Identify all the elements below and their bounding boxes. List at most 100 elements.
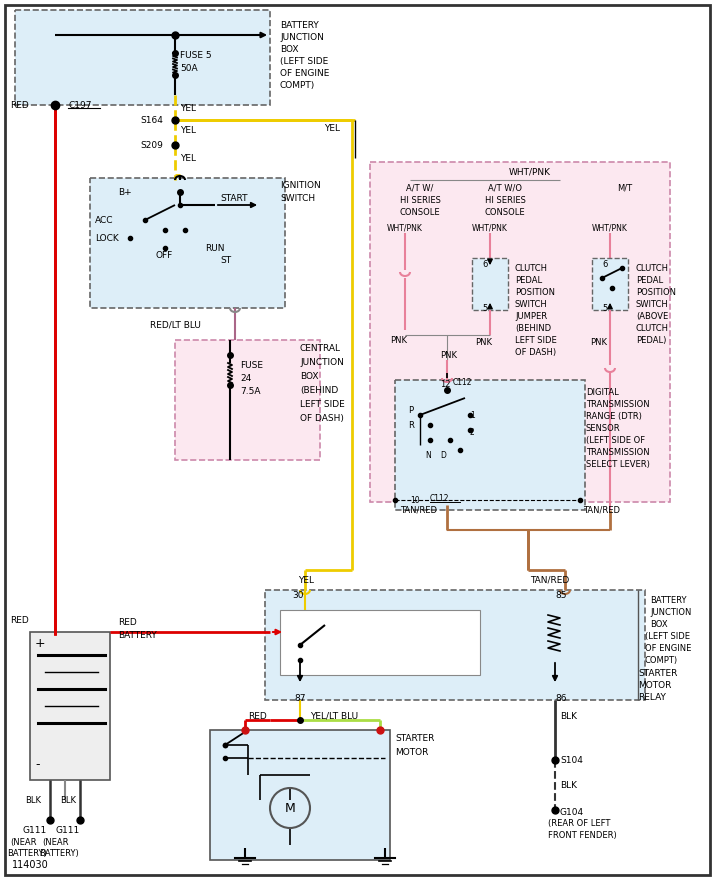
Text: 87: 87 bbox=[294, 693, 305, 702]
Text: JUNCTION: JUNCTION bbox=[650, 607, 691, 617]
Text: (REAR OF LEFT: (REAR OF LEFT bbox=[548, 818, 611, 827]
Text: OF DASH): OF DASH) bbox=[515, 348, 556, 356]
Text: RUN: RUN bbox=[205, 244, 225, 253]
Text: (NEAR: (NEAR bbox=[42, 838, 69, 847]
Text: PNK: PNK bbox=[390, 335, 407, 344]
Text: IGNITION: IGNITION bbox=[280, 180, 321, 189]
Text: 86: 86 bbox=[555, 693, 566, 702]
Text: (NEAR: (NEAR bbox=[10, 838, 36, 847]
Text: BOX: BOX bbox=[280, 45, 298, 54]
Text: PNK: PNK bbox=[590, 338, 607, 347]
Bar bbox=[280, 610, 480, 675]
Text: PNK: PNK bbox=[475, 338, 492, 347]
Text: (BEHIND: (BEHIND bbox=[300, 385, 338, 394]
Text: BATTERY: BATTERY bbox=[650, 596, 686, 605]
Text: SELECT LEVER): SELECT LEVER) bbox=[586, 459, 650, 468]
Text: YEL: YEL bbox=[298, 576, 314, 584]
Text: YEL: YEL bbox=[324, 123, 340, 133]
Text: 6: 6 bbox=[482, 260, 488, 268]
Text: (BEHIND: (BEHIND bbox=[515, 324, 551, 333]
Text: WHT/PNK: WHT/PNK bbox=[472, 224, 508, 232]
Text: YEL/LT BLU: YEL/LT BLU bbox=[310, 712, 358, 721]
Text: BLK: BLK bbox=[560, 712, 577, 721]
Text: 1: 1 bbox=[470, 410, 475, 420]
Text: 12: 12 bbox=[440, 379, 450, 388]
Text: JUNCTION: JUNCTION bbox=[300, 357, 344, 366]
Text: SWITCH: SWITCH bbox=[280, 194, 315, 202]
Bar bbox=[592, 258, 628, 310]
Text: M: M bbox=[285, 802, 295, 815]
Text: 5: 5 bbox=[482, 304, 487, 312]
Text: RELAY: RELAY bbox=[638, 693, 666, 701]
Text: +: + bbox=[35, 636, 46, 649]
Text: COMPT): COMPT) bbox=[645, 656, 678, 664]
Text: YEL: YEL bbox=[180, 104, 196, 113]
Text: 7.5A: 7.5A bbox=[240, 386, 260, 395]
Text: RANGE (DTR): RANGE (DTR) bbox=[586, 412, 642, 421]
Text: STARTER: STARTER bbox=[638, 669, 677, 678]
Text: TAN/RED: TAN/RED bbox=[400, 505, 437, 515]
Text: (ABOVE: (ABOVE bbox=[636, 312, 669, 320]
Text: SWITCH: SWITCH bbox=[515, 299, 548, 309]
Text: A/T W/: A/T W/ bbox=[406, 184, 434, 193]
Bar bbox=[210, 730, 390, 860]
Text: (LEFT SIDE: (LEFT SIDE bbox=[280, 56, 328, 65]
Text: 30: 30 bbox=[292, 590, 303, 599]
Text: R: R bbox=[408, 421, 414, 429]
Bar bbox=[395, 380, 585, 510]
Text: JUMPER: JUMPER bbox=[515, 312, 547, 320]
Text: RED: RED bbox=[10, 615, 29, 625]
Text: POSITION: POSITION bbox=[515, 288, 555, 297]
Text: 5: 5 bbox=[602, 304, 607, 312]
Text: 2: 2 bbox=[470, 428, 475, 436]
Text: -: - bbox=[35, 759, 39, 772]
Text: RED: RED bbox=[10, 100, 29, 109]
Text: DIGITAL: DIGITAL bbox=[586, 387, 618, 397]
Text: A/T W/O: A/T W/O bbox=[488, 184, 522, 193]
Bar bbox=[265, 590, 645, 700]
Bar bbox=[370, 162, 670, 502]
Text: BATTERY): BATTERY) bbox=[7, 848, 46, 857]
Text: START: START bbox=[220, 194, 247, 202]
Text: C112: C112 bbox=[453, 378, 473, 386]
Bar bbox=[30, 632, 110, 780]
Text: RED/LT BLU: RED/LT BLU bbox=[150, 320, 201, 329]
Text: G104: G104 bbox=[560, 808, 584, 817]
Text: LEFT SIDE: LEFT SIDE bbox=[515, 335, 557, 344]
Text: SENSOR: SENSOR bbox=[586, 423, 621, 432]
Text: FUSE: FUSE bbox=[240, 361, 263, 370]
Text: MOTOR: MOTOR bbox=[395, 747, 428, 757]
Text: S164: S164 bbox=[140, 115, 163, 124]
Text: OFF: OFF bbox=[155, 251, 172, 260]
Text: LEFT SIDE: LEFT SIDE bbox=[300, 400, 345, 408]
Bar bbox=[175, 340, 320, 460]
Text: CONSOLE: CONSOLE bbox=[485, 208, 526, 216]
Text: BATTERY): BATTERY) bbox=[39, 848, 79, 857]
Text: 10: 10 bbox=[410, 495, 420, 504]
Text: G111: G111 bbox=[55, 825, 79, 834]
Text: 50A: 50A bbox=[180, 63, 197, 72]
Text: PEDAL): PEDAL) bbox=[636, 335, 666, 344]
Text: 85: 85 bbox=[555, 590, 566, 599]
Text: 114030: 114030 bbox=[12, 860, 49, 870]
Text: N: N bbox=[425, 451, 430, 459]
Text: CENTRAL: CENTRAL bbox=[300, 343, 341, 353]
Text: COMPT): COMPT) bbox=[280, 80, 315, 90]
Text: PEDAL: PEDAL bbox=[636, 275, 663, 284]
Text: BLK: BLK bbox=[60, 796, 76, 804]
Text: LOCK: LOCK bbox=[95, 233, 119, 243]
Text: D: D bbox=[440, 451, 446, 459]
Text: PNK: PNK bbox=[440, 350, 457, 360]
Text: FRONT FENDER): FRONT FENDER) bbox=[548, 831, 617, 840]
Text: CLUTCH: CLUTCH bbox=[636, 324, 669, 333]
Text: OF ENGINE: OF ENGINE bbox=[645, 643, 691, 652]
Text: TAN/RED: TAN/RED bbox=[583, 505, 620, 515]
Text: HI SERIES: HI SERIES bbox=[400, 195, 440, 204]
Text: WHT/PNK: WHT/PNK bbox=[592, 224, 628, 232]
Text: (LEFT SIDE: (LEFT SIDE bbox=[645, 632, 690, 641]
Text: OF ENGINE: OF ENGINE bbox=[280, 69, 330, 77]
Text: M/T: M/T bbox=[618, 184, 633, 193]
Text: HI SERIES: HI SERIES bbox=[485, 195, 526, 204]
Text: C112: C112 bbox=[430, 494, 450, 502]
Text: FUSE 5: FUSE 5 bbox=[180, 50, 212, 60]
